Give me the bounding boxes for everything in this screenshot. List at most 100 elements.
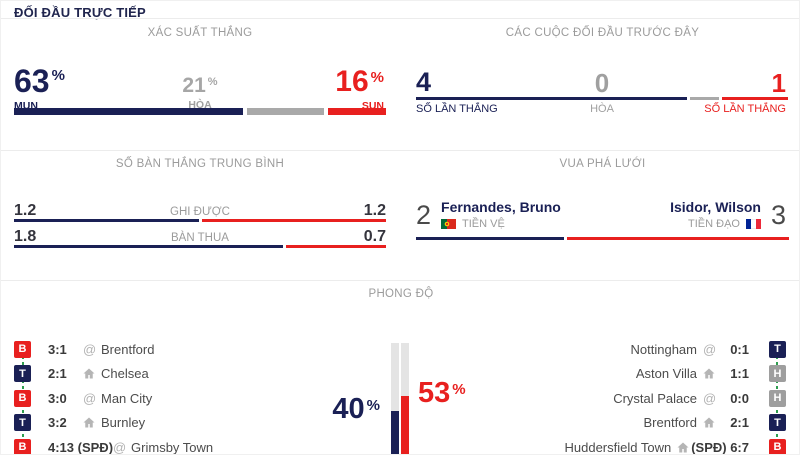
home-bar-segment: [416, 237, 564, 240]
at-sign-icon: @: [83, 390, 97, 406]
win-probability-title: XÁC SUẤT THẮNG: [147, 27, 253, 39]
away-form-bar: [401, 343, 409, 454]
away-bar-segment: [327, 108, 386, 115]
draw-bar-segment: [247, 108, 324, 115]
home-form-list: B 3:1 @ Brentford T 2:1 Chelsea B 3:0 @ Man City T 3…: [14, 337, 314, 455]
goals-scored-bar: [14, 219, 386, 222]
percent-sign: %: [207, 76, 218, 88]
home-scorer-goals: 2: [416, 199, 432, 230]
away-bar-segment: [201, 219, 386, 222]
away-scorer-name: Isidor, Wilson: [670, 199, 761, 215]
draw-percent: 21: [182, 74, 206, 97]
opponent-name: Aston Villa: [635, 366, 697, 382]
goals-conceded-row: 1.8 BÀN THUA 0.7: [14, 229, 386, 245]
at-sign-icon: @: [703, 390, 717, 406]
goals-conceded-bar: [14, 245, 386, 248]
home-form-percent: 40%: [332, 393, 380, 425]
result-badge: T: [14, 414, 31, 432]
percent-sign: %: [452, 381, 466, 398]
result-badge: B: [14, 389, 31, 407]
draw-bar-segment: [689, 97, 720, 100]
away-wins-label: SỐ LẦN THẮNG: [704, 103, 786, 115]
match-score: (SPĐ) 6:7: [691, 439, 749, 455]
match-score: 3:0: [48, 390, 67, 406]
match-row[interactable]: Aston Villa 1:1 H: [486, 362, 786, 387]
home-goals-scored: 1.2: [14, 202, 37, 219]
percent-sign: %: [370, 69, 384, 86]
opponent-name: Brentford: [101, 341, 155, 357]
opponent-name: Nottingham: [630, 341, 697, 357]
divider: [1, 150, 799, 151]
away-form-percent: 53%: [418, 377, 466, 409]
result-badge: B: [769, 438, 786, 454]
home-icon: [83, 368, 101, 379]
match-row[interactable]: Crystal Palace @0:0 H: [486, 386, 786, 411]
at-sign-icon: @: [703, 341, 717, 357]
win-probability-bar: [14, 108, 386, 115]
draws-count: 0: [594, 68, 610, 98]
match-score: 2:1: [730, 415, 749, 431]
match-score: 2:1: [48, 366, 67, 382]
home-icon: [703, 368, 717, 379]
match-row[interactable]: T 3:2 Burnley: [14, 411, 314, 436]
away-top-scorer[interactable]: Isidor, Wilson TIỀN ĐẠO 3: [670, 199, 786, 231]
match-score: 3:2: [48, 415, 67, 431]
match-row[interactable]: B 3:1 @ Brentford: [14, 337, 314, 362]
win-probability-away: 16% SUN: [335, 65, 384, 113]
result-badge: H: [769, 389, 786, 407]
away-bar-segment: [722, 97, 788, 100]
home-wins-label: SỐ LẦN THẮNG: [416, 103, 498, 115]
opponent-name: Grimsby Town: [131, 439, 214, 455]
home-bar-segment: [416, 97, 687, 100]
match-row[interactable]: B 3:0 @ Man City: [14, 386, 314, 411]
home-bar-segment: [14, 245, 284, 248]
match-score: 1:1: [730, 366, 749, 382]
home-scorer-name: Fernandes, Bruno: [441, 199, 561, 215]
page-title: ĐỐI ĐẦU TRỰC TIẾP: [14, 5, 146, 20]
draws-label: HÒA: [590, 103, 614, 115]
home-goals-conceded: 1.8: [14, 228, 37, 245]
home-form-fill: [391, 410, 399, 454]
away-win-percent: 16: [335, 65, 369, 98]
match-row[interactable]: Nottingham @0:1 T: [486, 337, 786, 362]
match-score: 4:13 (SPĐ): [48, 439, 114, 455]
away-bar-segment: [567, 237, 789, 240]
away-scorer-goals: 3: [770, 199, 786, 230]
home-top-scorer[interactable]: 2 Fernandes, Bruno TIỀN VỆ: [416, 199, 561, 231]
away-form-fill: [401, 396, 409, 454]
goals-conceded-label: BÀN THUA: [171, 232, 229, 244]
win-probability-draw: 21% HÒA: [14, 75, 386, 111]
result-badge: H: [769, 365, 786, 383]
home-icon: [83, 417, 101, 428]
result-badge: T: [769, 414, 786, 432]
match-row[interactable]: B 4:13 (SPĐ) @ Grimsby Town: [14, 435, 314, 455]
form-title: PHONG ĐỘ: [368, 288, 434, 300]
away-scorer-position: TIỀN ĐẠO: [688, 218, 740, 231]
match-score: 0:1: [730, 341, 749, 357]
opponent-name: Brentford: [643, 415, 697, 431]
win-probability-home: 63% MUN: [14, 65, 65, 112]
home-icon: [703, 417, 717, 428]
percent-sign: %: [51, 67, 65, 84]
home-scorer-position: TIỀN VỆ: [462, 218, 505, 231]
result-badge: T: [769, 340, 786, 358]
match-score: 0:0: [730, 390, 749, 406]
match-row[interactable]: Brentford 2:1 T: [486, 411, 786, 436]
match-row[interactable]: T 2:1 Chelsea: [14, 362, 314, 387]
away-form-list: Nottingham @0:1 T Aston Villa 1:1 H Crystal Pa…: [486, 337, 786, 455]
match-row[interactable]: Huddersfield Town (SPĐ) 6:7 B: [486, 435, 786, 455]
result-badge: T: [14, 365, 31, 383]
opponent-name: Chelsea: [101, 366, 149, 382]
home-wins-count: 4: [416, 67, 432, 97]
home-win-percent: 63: [14, 63, 50, 99]
previous-meetings-title: CÁC CUỘC ĐỐI ĐẦU TRƯỚC ĐÂY: [505, 27, 700, 39]
home-icon: [677, 442, 691, 453]
portugal-flag-icon: [441, 219, 457, 230]
home-bar-segment: [14, 219, 199, 222]
previous-meetings-bar: [416, 97, 788, 100]
divider: [1, 18, 799, 19]
away-wins-count: 1: [771, 68, 786, 98]
home-bar-segment: [14, 108, 244, 115]
opponent-name: Huddersfield Town: [564, 439, 672, 455]
